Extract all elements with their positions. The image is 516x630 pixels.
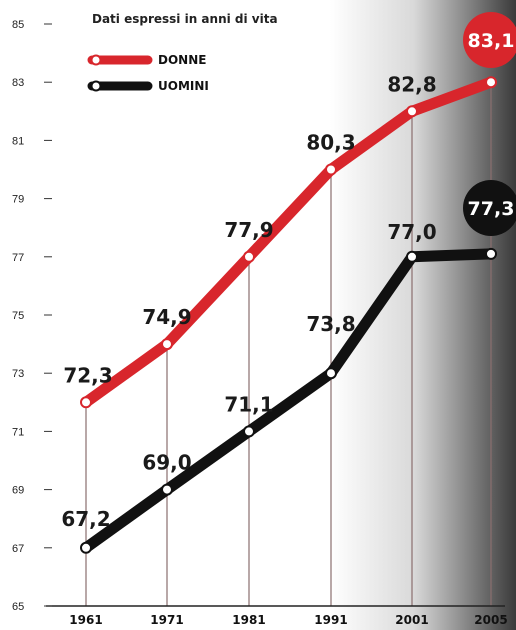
point-uomini-2001 — [406, 250, 418, 263]
data-label-uomini-1981: 71,1 — [224, 392, 273, 416]
data-label-uomini-1961: 67,2 — [61, 507, 110, 531]
y-tick-label-65: 65 — [12, 601, 24, 613]
series-lines — [80, 76, 497, 554]
point-uomini-1981 — [243, 425, 255, 438]
x-tick-label-2001: 2001 — [395, 613, 428, 627]
y-tick-label-67: 67 — [12, 543, 24, 555]
y-axis: 65 67 69 71 73 75 77 79 81 83 85 — [12, 19, 505, 613]
y-tick-label-77: 77 — [12, 252, 24, 264]
y-tick-label-81: 81 — [12, 135, 24, 147]
point-uomini-1991 — [325, 367, 337, 380]
data-label-donne-2005: 83,1 — [468, 30, 515, 52]
y-tick-label-79: 79 — [12, 194, 24, 206]
point-donne-2005 — [485, 76, 497, 89]
legend-label-donne: DONNE — [158, 53, 206, 67]
x-tick-label-1981: 1981 — [232, 613, 265, 627]
x-tick-label-1991: 1991 — [314, 613, 347, 627]
data-label-donne-1971: 74,9 — [142, 305, 191, 329]
x-tick-label-2005: 2005 — [474, 613, 507, 627]
data-label-donne-1961: 72,3 — [63, 363, 112, 387]
badge-donne — [463, 12, 516, 68]
point-donne-1991 — [325, 163, 337, 176]
legend-marker-uomini — [90, 80, 102, 92]
x-tick-label-1961: 1961 — [69, 613, 102, 627]
y-tick-label-75: 75 — [12, 310, 24, 322]
data-label-donne-1991: 80,3 — [306, 131, 355, 155]
x-axis-ticks: 1961 1971 1981 1991 2001 2005 — [69, 613, 507, 627]
data-label-uomini-1971: 69,0 — [142, 451, 191, 475]
data-label-donne-1981: 77,9 — [224, 218, 273, 242]
data-label-uomini-1991: 73,8 — [306, 312, 355, 336]
y-tick-label-69: 69 — [12, 485, 24, 497]
point-donne-1981 — [243, 250, 255, 263]
point-donne-1961 — [80, 396, 92, 409]
y-tick-label-73: 73 — [12, 368, 24, 380]
data-label-uomini-2005: 77,3 — [468, 198, 515, 220]
point-uomini-1961 — [80, 541, 92, 554]
series-line-donne — [80, 76, 497, 408]
legend-label-uomini: UOMINI — [158, 79, 209, 93]
x-tick-label-1971: 1971 — [150, 613, 183, 627]
point-donne-1971 — [161, 338, 173, 351]
data-label-uomini-2001: 77,0 — [387, 220, 436, 244]
y-tick-label-85: 85 — [12, 19, 24, 31]
badge-uomini — [463, 180, 516, 236]
data-label-donne-2001: 82,8 — [387, 72, 436, 96]
legend: Dati espressi in anni di vita DONNE UOMI… — [87, 12, 278, 93]
data-labels: 72,3 74,9 77,9 80,3 82,8 83,1 67,2 69,0 71,1 73,8… — [61, 12, 516, 531]
legend-marker-donne — [90, 54, 102, 66]
y-tick-label-71: 71 — [12, 426, 24, 438]
series-line-uomini — [80, 248, 497, 554]
chart-subtitle: Dati espressi in anni di vita — [92, 12, 278, 26]
point-uomini-1971 — [161, 483, 173, 496]
point-uomini-2005 — [485, 247, 497, 260]
point-donne-2001 — [406, 105, 418, 118]
y-tick-label-83: 83 — [12, 77, 24, 89]
